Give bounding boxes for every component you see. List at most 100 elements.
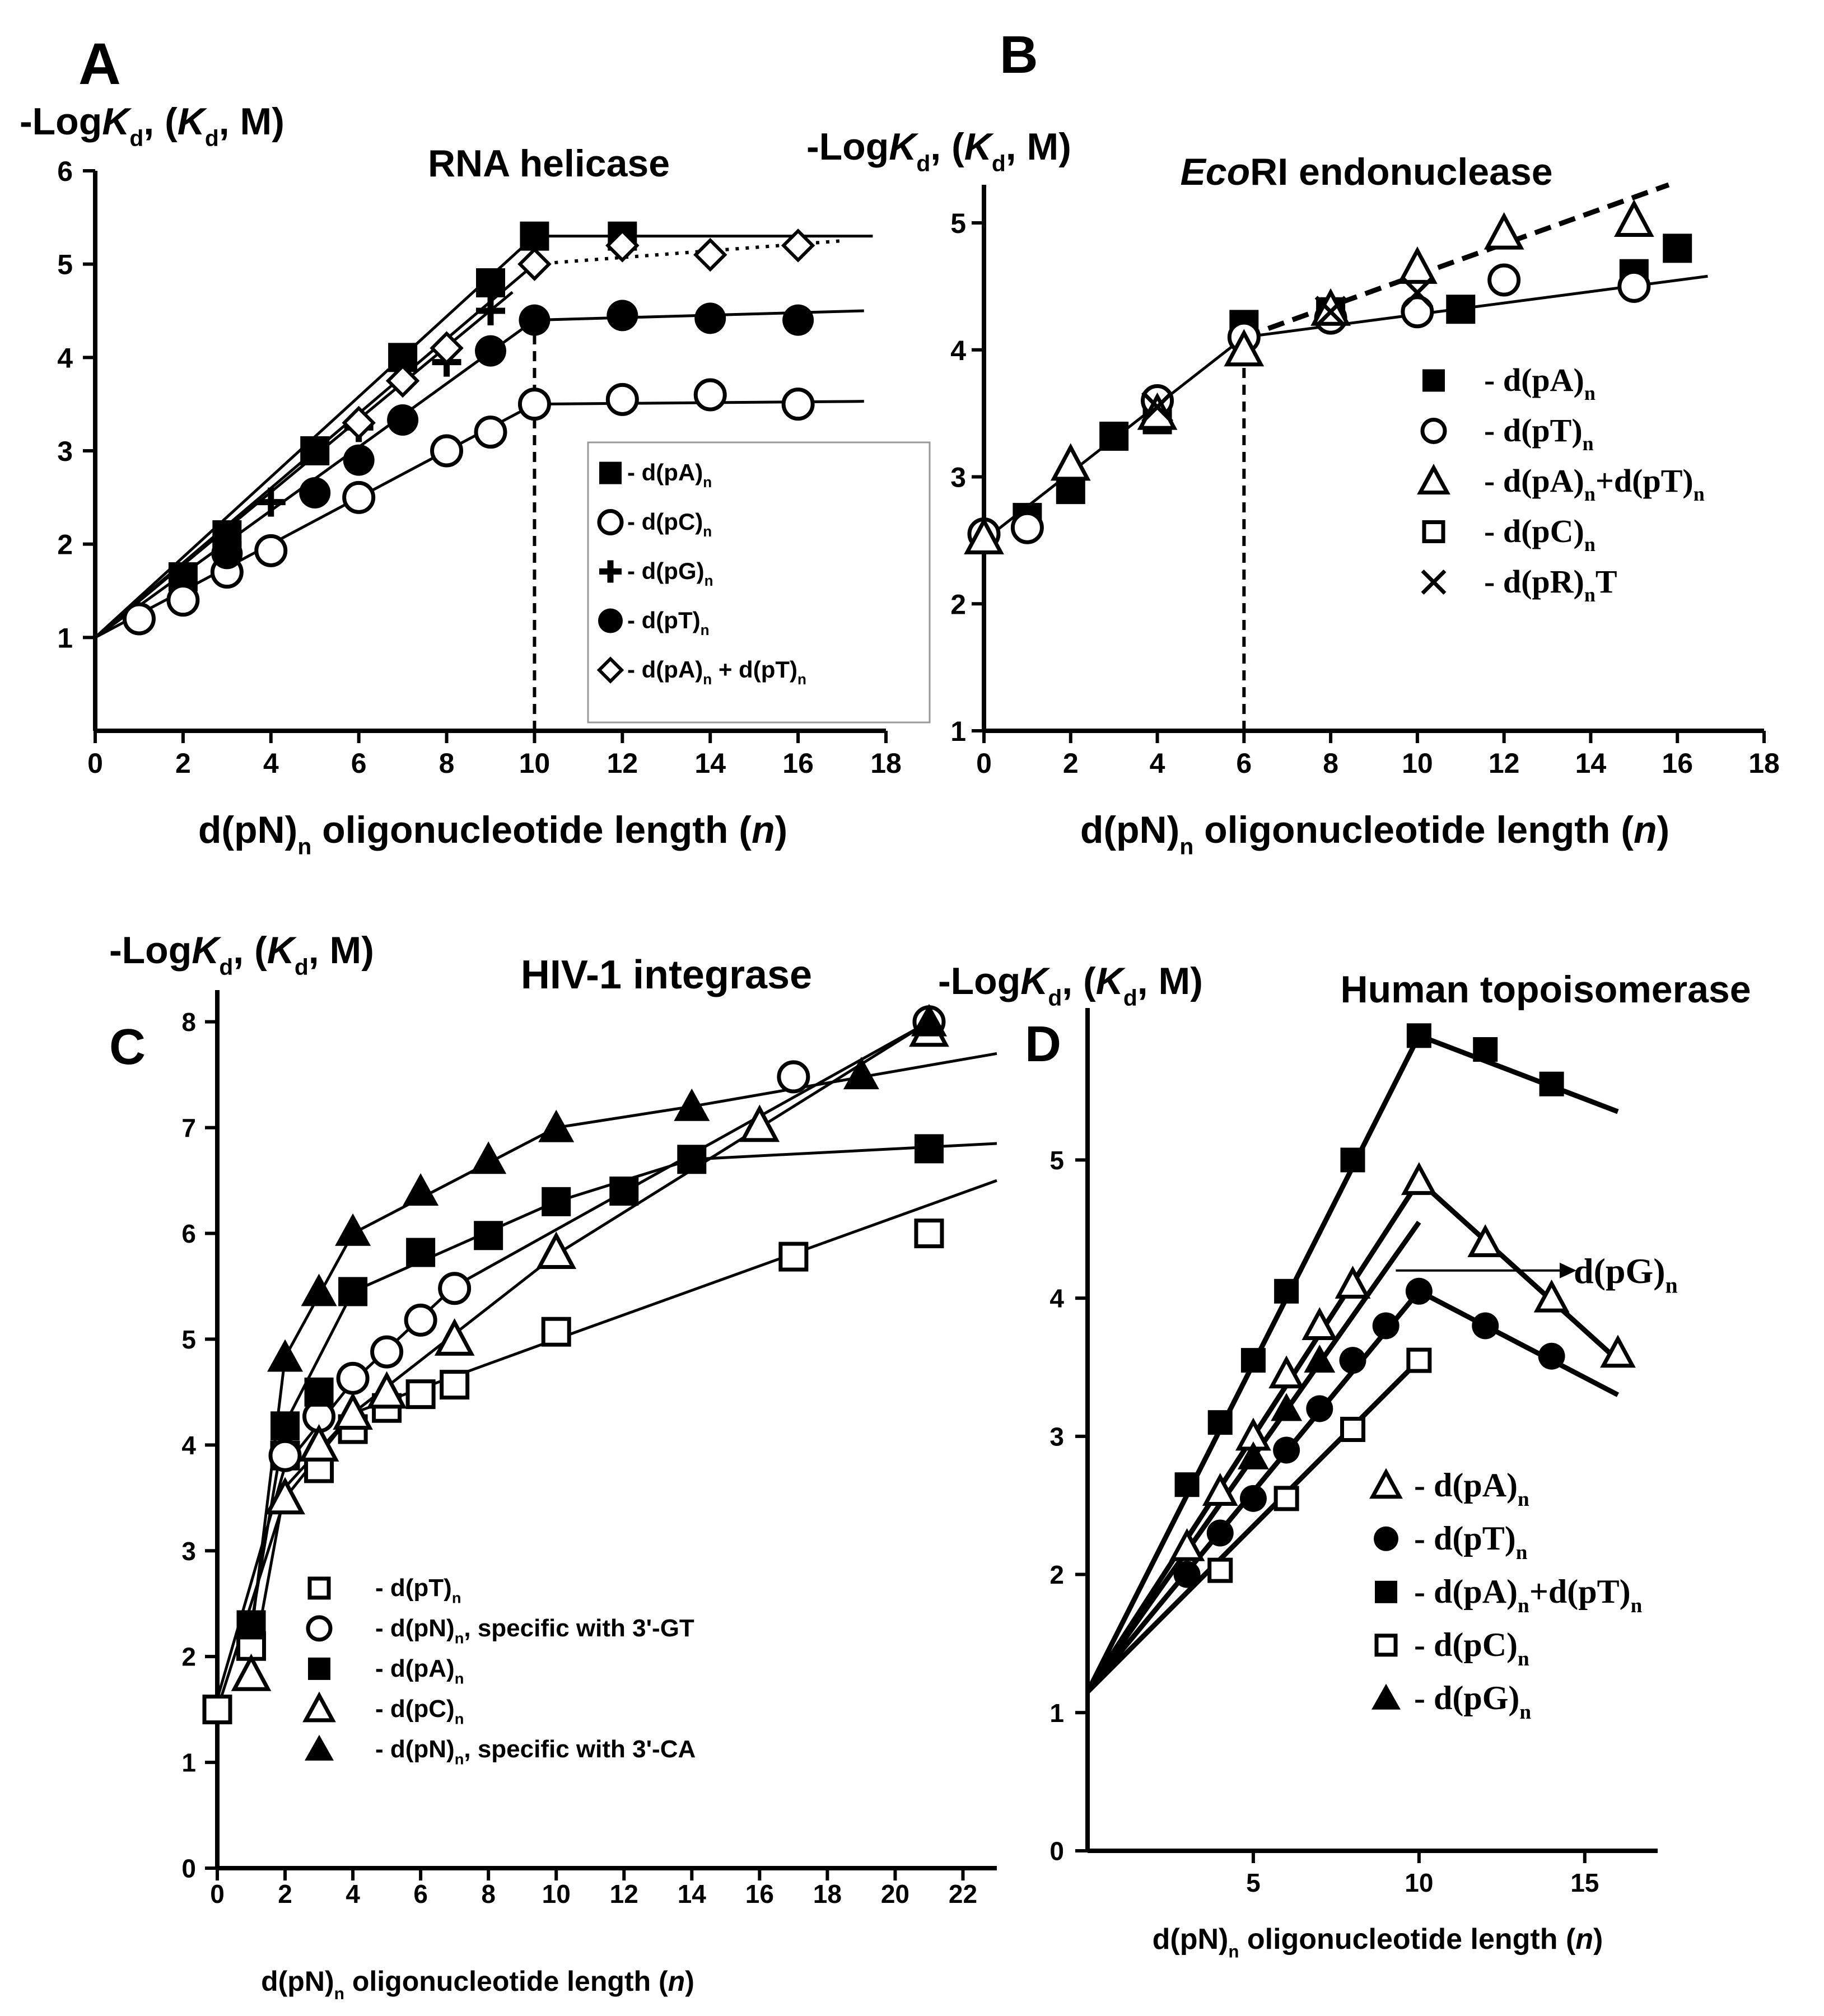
y-tick-label: 4 xyxy=(57,342,73,374)
data-point xyxy=(267,1339,304,1372)
data-point xyxy=(843,1057,879,1090)
annotation-label: d(pG)n xyxy=(1574,1251,1678,1298)
legend-label: - d(pC)n xyxy=(375,1695,464,1727)
x-tick-label: 10 xyxy=(1405,1868,1433,1897)
data-point xyxy=(342,405,376,440)
data-point xyxy=(333,1392,373,1430)
x-tick-label: 18 xyxy=(1748,748,1780,779)
data-point xyxy=(677,1145,707,1174)
series-3 xyxy=(964,199,1654,554)
x-axis-label: d(pN)n oligonucleotide length (n) xyxy=(261,1966,694,2003)
data-point xyxy=(1484,212,1524,250)
data-point xyxy=(1169,1528,1205,1561)
legend-label: - d(pN)n, specific with 3'-CA xyxy=(375,1735,696,1767)
data-point xyxy=(370,1335,404,1369)
legend-marker xyxy=(1374,1634,1398,1657)
data-point xyxy=(338,1277,368,1306)
data-point xyxy=(1487,263,1521,297)
data-point xyxy=(268,1439,302,1472)
legend-marker xyxy=(597,509,624,536)
data-point xyxy=(1467,1224,1504,1257)
data-point xyxy=(1273,1486,1299,1511)
x-tick-label: 4 xyxy=(1150,748,1165,779)
series-1 xyxy=(1169,1162,1636,1561)
x-tick-label: 10 xyxy=(519,748,551,779)
data-point xyxy=(476,296,505,325)
legend-marker xyxy=(1374,1526,1398,1551)
data-point xyxy=(1137,392,1178,430)
data-point xyxy=(166,584,200,617)
data-point xyxy=(1335,1266,1371,1299)
data-point xyxy=(1239,1485,1267,1512)
data-point xyxy=(387,404,419,436)
data-point xyxy=(1473,1037,1498,1062)
chart-title: HIV-1 integrase xyxy=(521,953,812,997)
data-point xyxy=(542,1187,571,1216)
x-tick-label: 14 xyxy=(1575,748,1607,779)
data-point xyxy=(1472,1312,1499,1340)
x-tick-label: 8 xyxy=(1323,748,1338,779)
y-tick-label: 0 xyxy=(181,1854,196,1883)
x-tick-label: 16 xyxy=(745,1879,774,1908)
data-point xyxy=(1446,295,1476,324)
data-point xyxy=(385,363,420,398)
y-tick-label: 3 xyxy=(1049,1422,1064,1451)
x-tick-label: 16 xyxy=(1662,748,1693,779)
legend: - d(pA)n - d(pC)n - d(pG)n - d(pT)n - d(pA)n… xyxy=(587,441,931,724)
data-point xyxy=(1202,1473,1238,1506)
series-5 xyxy=(342,228,815,440)
y-tick-label: 0 xyxy=(1049,1837,1064,1866)
legend-marker xyxy=(599,560,622,583)
data-point xyxy=(605,228,640,263)
data-point xyxy=(342,480,376,514)
y-tick-label: 4 xyxy=(1049,1284,1064,1313)
x-tick-label: 2 xyxy=(175,748,191,779)
chart-title: Human topoisomerase xyxy=(1340,968,1751,1011)
data-point xyxy=(1340,1147,1365,1173)
data-point xyxy=(474,1221,503,1250)
data-point xyxy=(914,1134,944,1164)
data-point xyxy=(517,247,552,281)
data-point xyxy=(1310,288,1351,326)
data-point xyxy=(1533,1279,1570,1313)
data-point xyxy=(914,1219,944,1249)
data-point xyxy=(1173,1561,1201,1588)
legend-label: - d(pA)n + d(pT)n xyxy=(627,656,806,688)
data-point xyxy=(1406,1347,1432,1373)
legend-label: - d(pA)n xyxy=(1414,1467,1529,1511)
x-tick-label: 15 xyxy=(1570,1868,1599,1897)
data-point xyxy=(231,1653,272,1691)
data-point xyxy=(470,1141,507,1174)
data-point xyxy=(202,1695,232,1725)
x-tick-label: 16 xyxy=(782,748,814,779)
x-tick-label: 6 xyxy=(413,1879,428,1908)
x-tick-label: 10 xyxy=(1402,748,1433,779)
data-point xyxy=(674,1088,710,1121)
data-point xyxy=(1617,269,1651,303)
y-tick-label: 5 xyxy=(57,249,73,281)
x-tick-label: 4 xyxy=(263,748,279,779)
data-point xyxy=(403,1173,439,1206)
legend-marker xyxy=(1422,520,1445,543)
legend-label: - d(pG)n xyxy=(627,558,713,589)
legend-label: - d(pT)n xyxy=(627,607,710,638)
y-tick-label: 3 xyxy=(950,462,966,493)
arrow-head xyxy=(1560,1262,1576,1278)
legend-label: - d(pA)n+d(pT)n xyxy=(1414,1573,1643,1617)
legend-marker xyxy=(596,656,624,684)
data-point xyxy=(538,1109,575,1142)
legend: - d(pT)n - d(pN)n, specific with 3'-GT - d… xyxy=(302,1574,696,1767)
legend-marker xyxy=(308,1657,330,1680)
legend-marker xyxy=(1421,569,1447,595)
legend-label: - d(pT)n xyxy=(375,1574,461,1606)
data-point xyxy=(475,335,506,367)
y-tick-label: 5 xyxy=(950,208,966,239)
legend-label: - d(pA)n xyxy=(627,459,712,491)
legend-marker xyxy=(1372,1683,1401,1710)
data-point xyxy=(911,1004,947,1037)
series-4 xyxy=(211,300,814,570)
x-tick-label: 8 xyxy=(439,748,455,779)
